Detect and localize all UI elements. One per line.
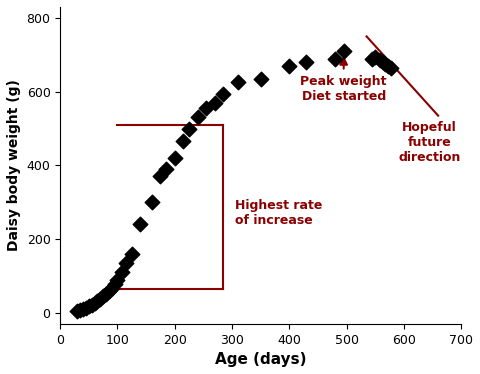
Point	[108, 285, 116, 291]
Point	[372, 54, 379, 60]
Point	[382, 61, 389, 67]
Point	[148, 199, 156, 205]
Point	[379, 59, 386, 65]
Point	[76, 307, 84, 313]
Text: Peak weight
Diet started: Peak weight Diet started	[300, 75, 387, 103]
Point	[194, 114, 202, 120]
Point	[331, 55, 339, 61]
Point	[203, 105, 210, 111]
Point	[387, 65, 395, 71]
Point	[185, 126, 193, 132]
Point	[302, 59, 310, 65]
Point	[171, 155, 179, 161]
Point	[156, 174, 164, 180]
Point	[82, 305, 90, 311]
Point	[369, 55, 376, 61]
Point	[219, 91, 227, 96]
Point	[102, 291, 110, 297]
Y-axis label: Daisy body weight (g): Daisy body weight (g)	[7, 79, 21, 251]
Point	[376, 57, 384, 63]
Point	[105, 288, 113, 294]
Point	[234, 80, 241, 86]
Text: Highest rate
of increase: Highest rate of increase	[235, 199, 322, 227]
Point	[73, 308, 81, 314]
Point	[96, 296, 104, 302]
Point	[162, 166, 170, 172]
X-axis label: Age (days): Age (days)	[215, 352, 306, 367]
Point	[128, 251, 136, 257]
Point	[384, 63, 392, 69]
Point	[122, 260, 130, 266]
Point	[257, 76, 264, 82]
Point	[118, 269, 126, 275]
Point	[111, 281, 119, 287]
Point	[99, 293, 107, 299]
Point	[340, 48, 348, 54]
Point	[79, 306, 87, 312]
Point	[180, 138, 187, 144]
Point	[91, 300, 98, 306]
Point	[88, 301, 96, 307]
Text: Hopeful
future
direction: Hopeful future direction	[398, 121, 461, 164]
Point	[85, 303, 93, 309]
Point	[211, 100, 219, 106]
Point	[286, 63, 293, 69]
Point	[136, 221, 144, 227]
Point	[114, 277, 121, 283]
Point	[94, 298, 101, 304]
